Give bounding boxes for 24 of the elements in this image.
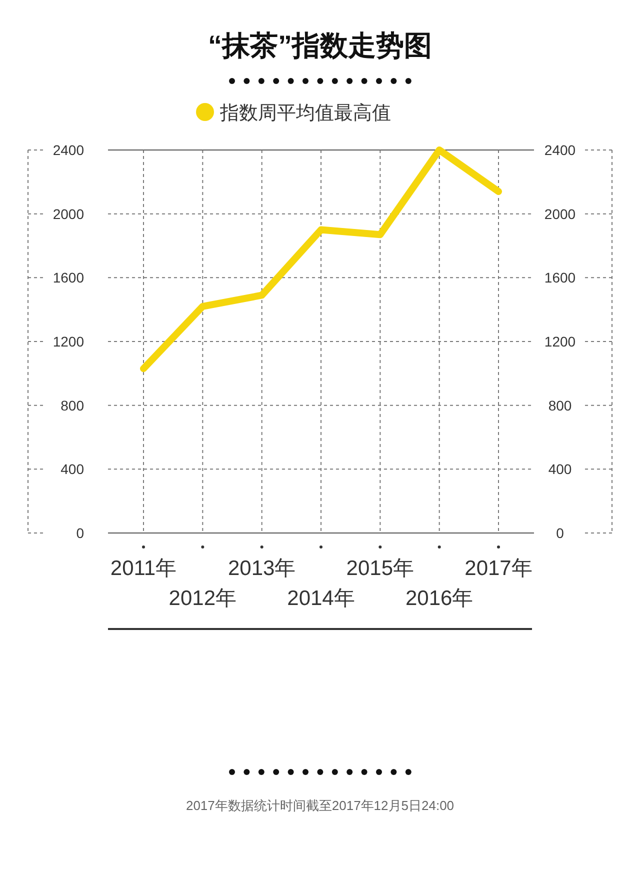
y2-tick-label: 1200	[544, 334, 576, 350]
chart-title: “抹茶”指数走势图	[208, 30, 432, 61]
y2-tick-label: 1600	[544, 270, 576, 286]
y-tick-label: 800	[60, 397, 84, 414]
y-tick-label: 2000	[52, 206, 84, 222]
x-tick-label: 2012年	[168, 587, 237, 610]
y2-tick-label: 400	[548, 461, 572, 478]
y-tick-label: 1200	[52, 334, 84, 350]
y2-tick-label: 0	[556, 525, 564, 541]
y2-tick-label: 2000	[544, 206, 576, 222]
x-tick-label: 2017年	[464, 557, 532, 580]
y-tick-label: 1600	[52, 270, 84, 286]
x-tick-label: 2011年	[110, 557, 177, 580]
x-tick-label: 2013年	[228, 557, 296, 580]
y2-tick-label: 800	[548, 397, 572, 414]
x-tick-label: 2016年	[405, 587, 474, 610]
text: 2017年数据统计时间截至2017年12月5日24:00	[186, 798, 454, 813]
x-tick-label: 2014年	[287, 587, 355, 610]
y-tick-label: 0	[76, 525, 84, 541]
x-tick-label: 2015年	[346, 557, 414, 580]
y-tick-label: 400	[60, 461, 84, 478]
y-tick-label: 2400	[52, 142, 84, 158]
y2-tick-label: 2400	[544, 142, 576, 158]
legend-label: 指数周平均值最高值	[219, 102, 391, 124]
